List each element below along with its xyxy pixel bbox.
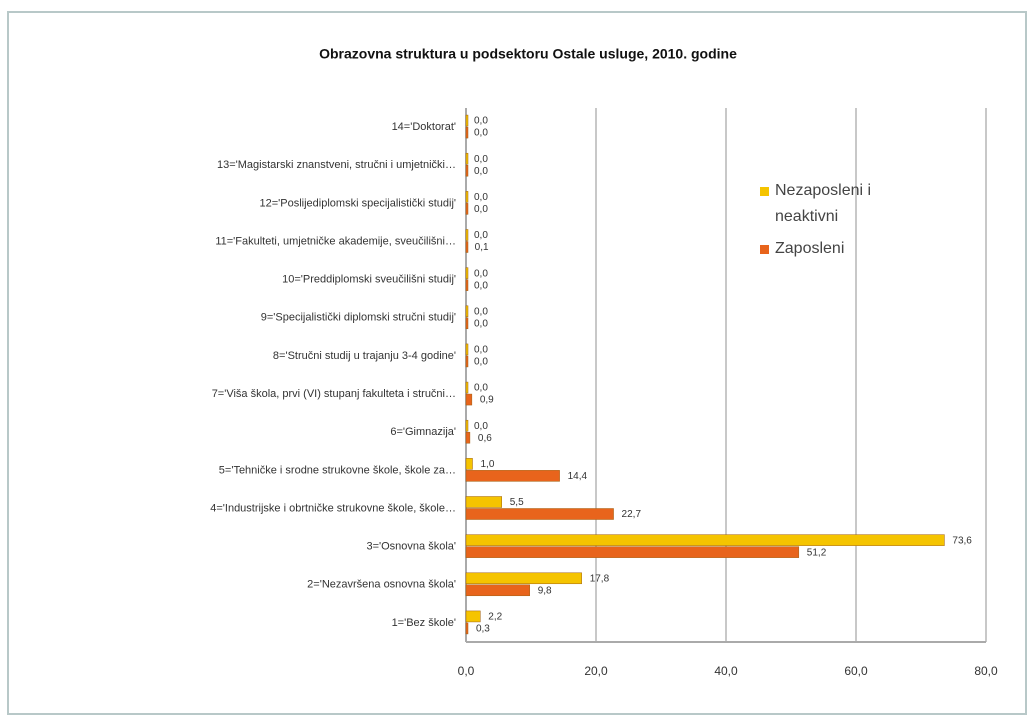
bar [465,241,469,253]
bar [465,267,469,279]
legend-item: Zaposleni [760,236,930,262]
value-label: 0,0 [474,318,488,329]
value-label: 0,0 [474,268,488,279]
x-tick-label: 20,0 [584,664,608,678]
value-label: 0,0 [474,357,488,368]
value-label: 0,0 [474,383,488,394]
y-tick-label: 12='Poslijediplomski specijalistički stu… [260,197,456,209]
x-tick-label: 80,0 [974,664,998,678]
y-tick-label: 5='Tehničke i srodne strukovne škole, šk… [219,464,456,476]
y-tick-label: 10='Preddiplomski sveučilišni studij' [282,274,456,286]
bar [465,419,469,432]
y-tick-label: 1='Bez škole' [392,617,456,629]
bar [465,164,469,177]
bar [465,584,530,597]
bar [465,114,469,127]
y-tick-label: 7='Viša škola, prvi (VI) stupanj fakulte… [212,388,456,400]
bar [465,355,469,368]
bar [465,431,471,444]
x-tick-label: 40,0 [714,664,738,678]
bar [465,546,800,558]
value-label: 2,2 [488,612,502,623]
y-tick-label: 3='Osnovna škola' [366,541,456,553]
legend-swatch [760,245,769,254]
bar [465,191,469,203]
value-label: 5,5 [510,497,524,508]
bar [465,508,614,520]
bar [465,610,481,623]
bar [465,572,582,585]
bar [465,152,469,165]
x-tick-label: 60,0 [844,664,868,678]
bar [465,343,469,356]
value-label: 0,0 [474,192,488,203]
bar [465,458,473,470]
value-label: 0,0 [474,166,488,177]
value-label: 14,4 [568,471,588,482]
value-label: 0,0 [474,280,488,291]
legend-label: Nezaposleni i neaktivni [775,182,872,225]
value-label: 0,0 [474,128,488,139]
value-label: 0,0 [474,306,488,317]
value-label: 0,0 [474,154,488,165]
bar [465,496,502,508]
legend-label: Zaposleni [775,240,845,257]
legend-item: Nezaposleni i neaktivni [760,178,930,230]
y-tick-label: 8='Stručni studij u trajanju 3-4 godine' [273,350,456,362]
bar [465,279,469,291]
value-label: 0,0 [474,204,488,215]
chart-frame [7,11,1027,715]
bar [465,305,469,318]
y-tick-label: 2='Nezavršena osnovna škola' [307,579,456,591]
y-tick-label: 11='Fakulteti, umjetničke akademije, sve… [215,235,456,247]
value-label: 17,8 [590,573,610,584]
legend-swatch [760,187,769,196]
y-tick-label: 9='Specijalistički diplomski stručni stu… [261,312,456,324]
legend: Nezaposleni i neaktivni Zaposleni [760,178,930,268]
value-label: 51,2 [807,547,827,558]
value-label: 1,0 [481,459,495,470]
y-tick-label: 14='Doktorat' [392,121,456,133]
bar [465,317,469,330]
value-label: 22,7 [622,509,642,520]
value-label: 0,0 [474,116,488,127]
bar [465,534,945,546]
value-label: 73,6 [952,535,972,546]
value-label: 0,9 [480,395,494,406]
value-label: 9,8 [538,585,552,596]
value-label: 0,0 [474,230,488,241]
bar [465,393,473,406]
bar [465,126,469,139]
value-label: 0,0 [474,421,488,432]
value-label: 0,0 [474,345,488,356]
value-label: 0,3 [476,624,490,635]
value-label: 0,6 [478,433,492,444]
y-tick-label: 13='Magistarski znanstveni, stručni i um… [217,159,456,171]
x-tick-label: 0,0 [458,664,475,678]
chart-title: Obrazovna struktura u podsektoru Ostale … [319,46,737,62]
y-tick-label: 4='Industrijske i obrtničke strukovne šk… [210,502,456,514]
value-label: 0,1 [475,242,489,253]
bar [465,229,469,241]
bar [465,381,469,394]
bar [465,203,469,215]
bar [465,470,560,482]
y-tick-label: 6='Gimnazija' [390,426,456,438]
bar [465,622,469,635]
